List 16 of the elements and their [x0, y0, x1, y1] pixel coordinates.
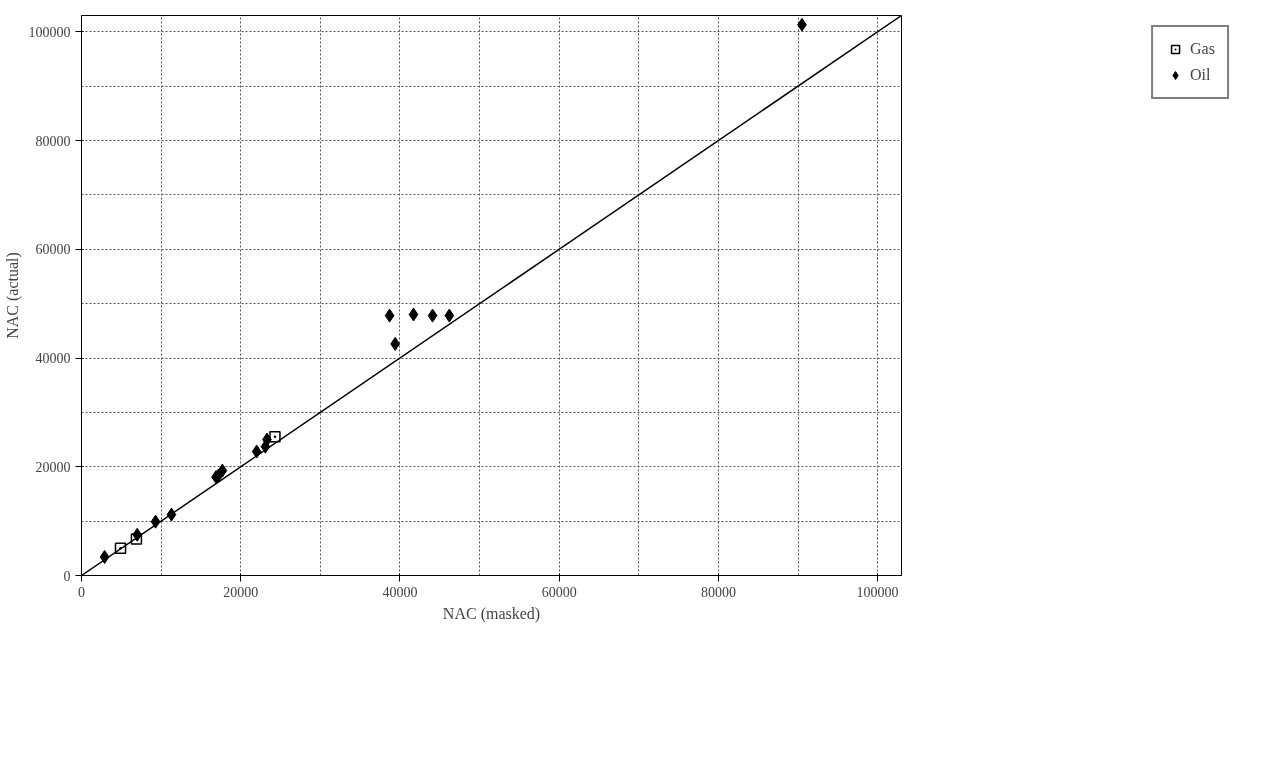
y-tick-label: 20000	[35, 459, 71, 475]
y-tick-label: 0	[63, 568, 71, 584]
y-tick-label: 80000	[35, 133, 71, 149]
x-tick-label: 40000	[382, 584, 418, 600]
x-axis-title: NAC (masked)	[442, 604, 541, 623]
y-tick-label: 60000	[35, 242, 71, 258]
x-tick-label: 80000	[700, 584, 736, 600]
x-tick-label: 100000	[856, 584, 899, 600]
x-tick-label: 0	[78, 584, 85, 600]
legend-label: Gas	[1190, 40, 1215, 58]
y-tick-label: 40000	[35, 351, 71, 367]
legend-label: Oil	[1190, 66, 1211, 84]
y-axis-title: NAC (actual)	[3, 252, 22, 339]
x-tick-label: 20000	[223, 584, 259, 600]
x-tick-label: 60000	[541, 584, 577, 600]
y-tick-label: 100000	[28, 24, 71, 40]
